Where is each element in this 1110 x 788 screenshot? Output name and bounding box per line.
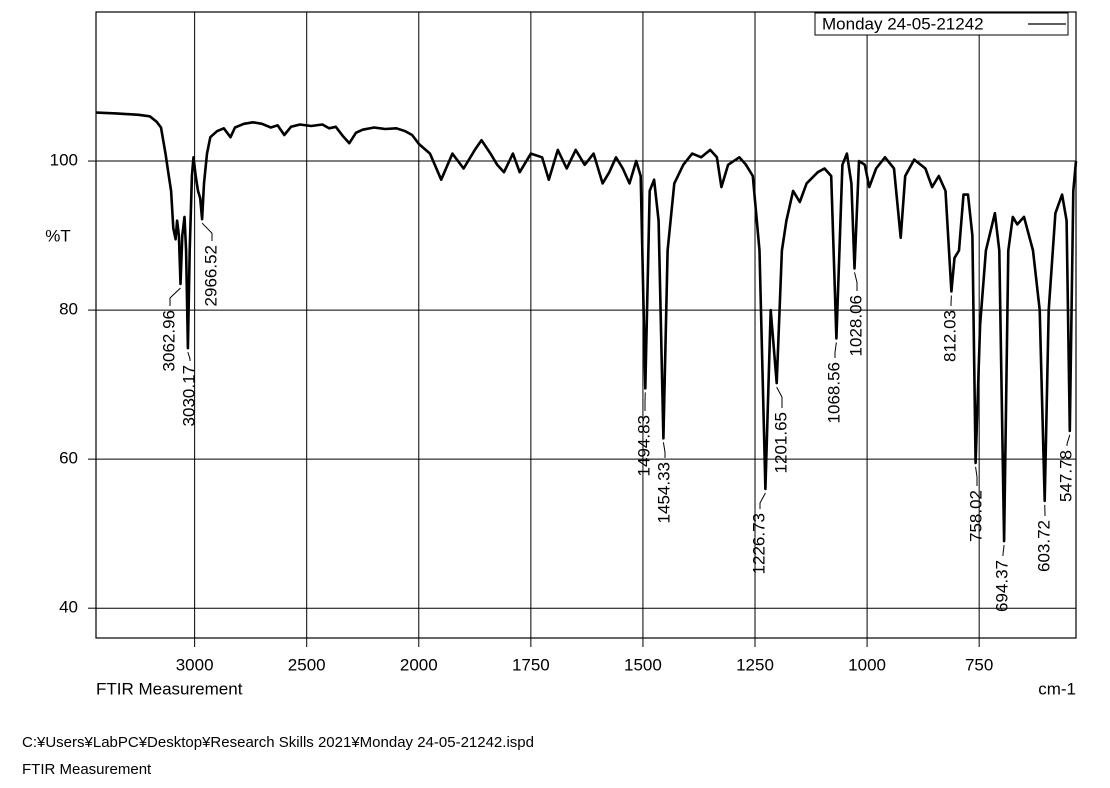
x-tick-label: 1500 — [624, 655, 662, 674]
peak-label: 3030.17 — [179, 365, 198, 426]
footer-title: FTIR Measurement — [22, 761, 152, 778]
y-axis-label: %T — [45, 226, 71, 245]
peak-label: 812.03 — [940, 310, 959, 362]
peak-label: 1226.73 — [749, 513, 768, 574]
x-tick-label: 2500 — [288, 655, 326, 674]
peak-label: 1454.33 — [654, 462, 673, 523]
x-axis-label: FTIR Measurement — [96, 679, 243, 698]
peak-leader — [1002, 545, 1005, 556]
peak-leader — [169, 287, 181, 306]
peak-label: 1494.83 — [634, 415, 653, 476]
legend-box — [814, 12, 1069, 36]
peak-leader — [201, 222, 213, 241]
y-tick-label: 40 — [59, 598, 78, 617]
peak-leader — [975, 466, 978, 486]
x-tick-label: 1750 — [512, 655, 550, 674]
peak-leader — [834, 342, 837, 358]
plot-frame — [95, 11, 1077, 639]
peak-leader — [1066, 434, 1071, 446]
peak-label: 694.37 — [992, 560, 1011, 612]
footer-path: C:¥Users¥LabPC¥Desktop¥Research Skills 2… — [22, 734, 534, 751]
peak-label: 603.72 — [1034, 520, 1053, 572]
peak-leader — [662, 442, 666, 458]
x-tick-label: 1000 — [848, 655, 886, 674]
peak-leader — [854, 272, 858, 291]
spectrum-line — [95, 111, 1078, 543]
x-tick-label: 2000 — [400, 655, 438, 674]
peak-label: 1068.56 — [824, 362, 843, 423]
x-unit-label: cm-1 — [1038, 679, 1076, 698]
x-tick-label: 750 — [965, 655, 993, 674]
peak-label: 2966.52 — [201, 245, 220, 306]
peak-label: 547.78 — [1056, 450, 1075, 502]
peak-leader — [187, 351, 191, 361]
peak-label: 1201.65 — [771, 412, 790, 473]
x-tick-label: 1250 — [736, 655, 774, 674]
peak-leader — [776, 386, 783, 408]
legend-label: Monday 24-05-21242 — [822, 14, 984, 33]
peak-label: 1028.06 — [846, 295, 865, 356]
peak-leader — [759, 492, 766, 509]
y-tick-label: 100 — [50, 151, 78, 170]
y-tick-label: 60 — [59, 449, 78, 468]
y-tick-label: 80 — [59, 300, 78, 319]
peak-label: 758.02 — [966, 490, 985, 542]
x-tick-label: 3000 — [176, 655, 214, 674]
peak-label: 3062.96 — [159, 310, 178, 371]
